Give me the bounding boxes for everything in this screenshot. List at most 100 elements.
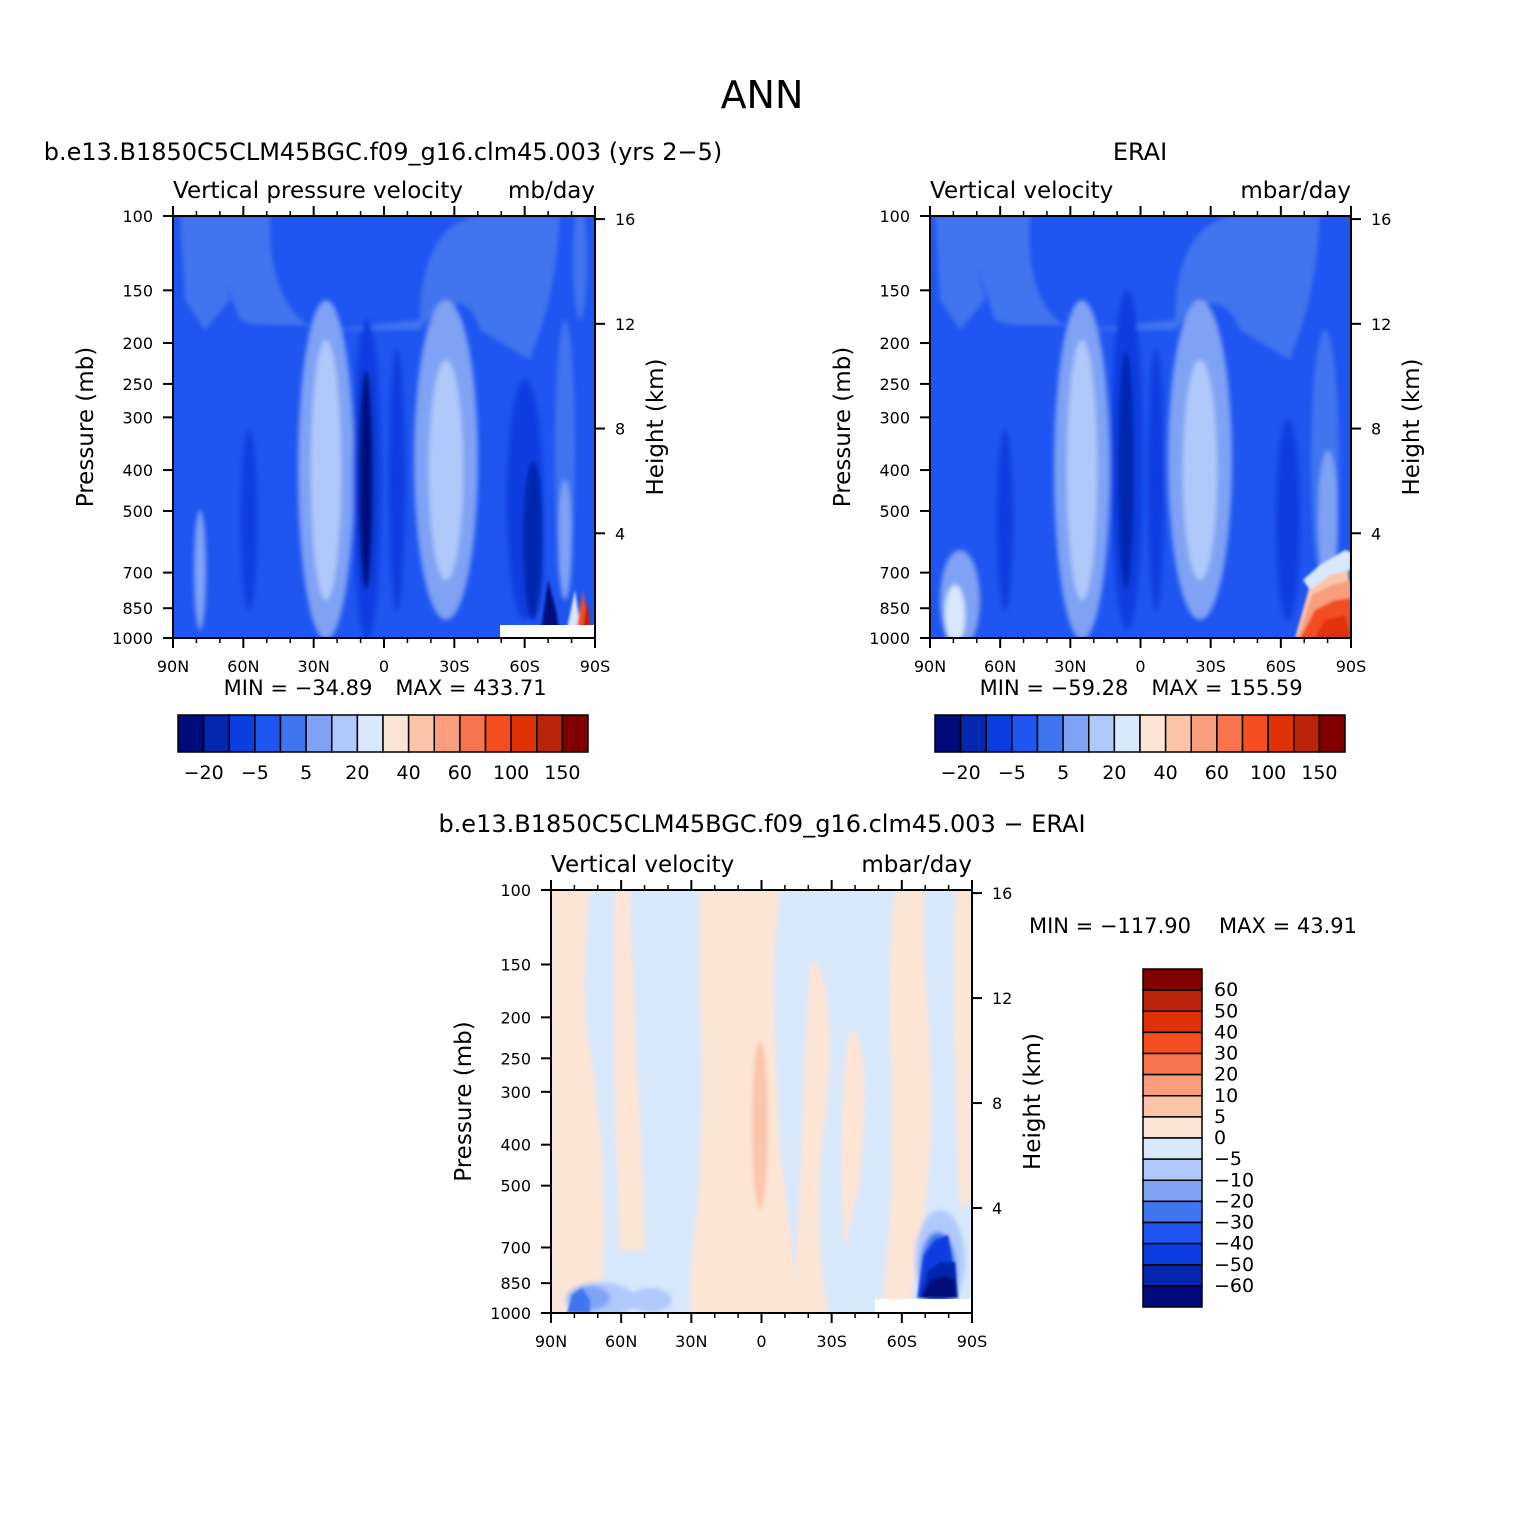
diff-htick-label: 16 <box>992 884 1012 903</box>
obs-colorbar-box <box>1190 714 1218 753</box>
diff-colorbar-box <box>1142 1116 1203 1139</box>
model-xtick-label: 30S <box>439 657 470 676</box>
obs-colorbar-label: 150 <box>1301 762 1337 784</box>
model-colorbar-box <box>382 714 410 753</box>
obs-ytick-label: 100 <box>879 207 910 226</box>
model-ytick-label: 700 <box>122 564 153 583</box>
obs-ytick-label: 200 <box>879 334 910 353</box>
obs-min-text: MIN = −59.28 <box>980 676 1129 700</box>
model-htick-label: 12 <box>615 315 635 334</box>
diff-ytick-label: 100 <box>500 881 531 900</box>
diff-colorbar-box <box>1142 1010 1203 1034</box>
obs-colorbar-box <box>985 714 1013 753</box>
model-colorbar-box <box>254 714 282 753</box>
diff-units-label: mbar/day <box>861 852 972 878</box>
obs-xtick-label: 90N <box>914 657 946 676</box>
obs-y-axis-label: Pressure (mb) <box>830 347 856 507</box>
model-colorbar-box <box>331 714 359 753</box>
model-y-axis-label: Pressure (mb) <box>73 347 99 507</box>
diff-xtick-label: 60N <box>605 1332 637 1351</box>
model-contour-field <box>173 216 595 638</box>
obs-colorbar-box <box>1113 714 1141 753</box>
model-htick-label: 4 <box>615 524 625 543</box>
diff-ytick-label: 200 <box>500 1008 531 1027</box>
obs-colorbar-box <box>1267 714 1295 753</box>
obs-ytick-label: 850 <box>879 599 910 618</box>
panel-model: b.e13.B1850C5CLM45BGC.f09_g16.clm45.003 … <box>44 138 723 784</box>
model-ytick-label: 250 <box>122 375 153 394</box>
model-left-label: Vertical pressure velocity <box>173 178 463 204</box>
obs-colorbar: −20 −5 5 20 40 60 100 150 <box>934 714 1346 784</box>
diff-ytick-label: 850 <box>500 1274 531 1293</box>
model-colorbar-label: 5 <box>300 762 312 784</box>
model-units-label: mb/day <box>508 178 595 204</box>
obs-colorbar-box <box>959 714 987 753</box>
obs-colorbar-box <box>1139 714 1167 753</box>
obs-htick-label: 12 <box>1371 315 1391 334</box>
model-htick-label: 8 <box>615 420 625 439</box>
diff-colorbar-box <box>1142 1242 1203 1266</box>
model-colorbar-box <box>356 714 384 753</box>
diff-colorbar-label: −5 <box>1214 1148 1242 1170</box>
model-ytick-label: 100 <box>122 207 153 226</box>
obs-ytick-label: 700 <box>879 564 910 583</box>
panel-difference: b.e13.B1850C5CLM45BGC.f09_g16.clm45.003 … <box>438 810 1357 1351</box>
obs-colorbar-box <box>1293 714 1321 753</box>
panel-obs: ERAI Vertical velocity mbar/day <box>830 138 1425 784</box>
diff-colorbar-label: −30 <box>1214 1212 1254 1234</box>
obs-colorbar-box <box>934 714 962 753</box>
diff-height-axis-label: Height (km) <box>1020 1033 1046 1170</box>
model-xtick-label: 60N <box>227 657 259 676</box>
diff-colorbar-label: −60 <box>1214 1275 1254 1297</box>
diff-xtick-label: 60S <box>887 1332 918 1351</box>
diff-colorbar-label: −20 <box>1214 1190 1254 1212</box>
diff-xtick-label: 30N <box>675 1332 707 1351</box>
obs-xtick-label: 0 <box>1135 657 1145 676</box>
diff-colorbar-box <box>1142 1264 1203 1287</box>
model-colorbar-box <box>433 714 461 753</box>
diff-colorbar-box <box>1142 1158 1203 1181</box>
model-xtick-label: 60S <box>509 657 540 676</box>
diff-colorbar-box <box>1142 1095 1203 1118</box>
diff-ytick-label: 250 <box>500 1049 531 1068</box>
diff-colorbar-label: 30 <box>1214 1043 1238 1065</box>
obs-htick-label: 16 <box>1371 210 1391 229</box>
diff-axes: 100 150 200 250 300 400 500 700 850 1000 Pressure … <box>451 880 1046 1351</box>
model-colorbar-box <box>561 714 589 753</box>
obs-colorbar-box <box>1088 714 1116 753</box>
obs-colorbar-box <box>1216 714 1244 753</box>
obs-left-label: Vertical velocity <box>930 178 1113 204</box>
model-colorbar-box <box>228 714 256 753</box>
diff-ytick-label: 500 <box>500 1177 531 1196</box>
diff-colorbar-box <box>1142 1031 1203 1055</box>
diff-htick-label: 4 <box>992 1199 1002 1218</box>
model-xtick-label: 0 <box>379 657 389 676</box>
obs-xtick-label: 90S <box>1336 657 1367 676</box>
model-colorbar-box <box>536 714 564 753</box>
model-colorbar-box <box>484 714 512 753</box>
obs-height-axis-label: Height (km) <box>1399 358 1425 495</box>
diff-xtick-label: 30S <box>816 1332 847 1351</box>
obs-ytick-label: 300 <box>879 408 910 427</box>
obs-colorbar-label: −5 <box>998 762 1026 784</box>
diff-colorbar-box <box>1142 1200 1203 1224</box>
obs-case-title: ERAI <box>1113 138 1167 166</box>
diff-max-text: MAX = 43.91 <box>1219 914 1357 938</box>
diff-colorbar-label: −10 <box>1214 1169 1254 1191</box>
diff-ytick-label: 1000 <box>490 1304 531 1323</box>
diff-colorbar-label: 10 <box>1214 1085 1238 1107</box>
model-ytick-label: 150 <box>122 281 153 300</box>
model-colorbar-label: 40 <box>397 762 421 784</box>
obs-colorbar-box <box>1036 714 1064 753</box>
diff-ytick-label: 400 <box>500 1136 531 1155</box>
obs-ytick-label: 500 <box>879 502 910 521</box>
obs-colorbar-label: −20 <box>941 762 981 784</box>
model-ytick-label: 1000 <box>112 629 153 648</box>
diff-contour-field <box>551 890 972 1313</box>
diff-colorbar-label: 50 <box>1214 1000 1238 1022</box>
diff-colorbar-box <box>1142 1285 1203 1308</box>
page-title: ANN <box>721 73 804 117</box>
obs-xtick-label: 30S <box>1195 657 1226 676</box>
